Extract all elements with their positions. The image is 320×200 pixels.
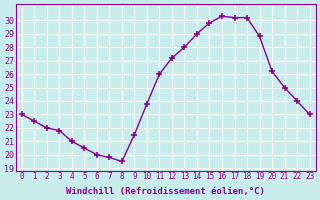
X-axis label: Windchill (Refroidissement éolien,°C): Windchill (Refroidissement éolien,°C) bbox=[66, 187, 265, 196]
